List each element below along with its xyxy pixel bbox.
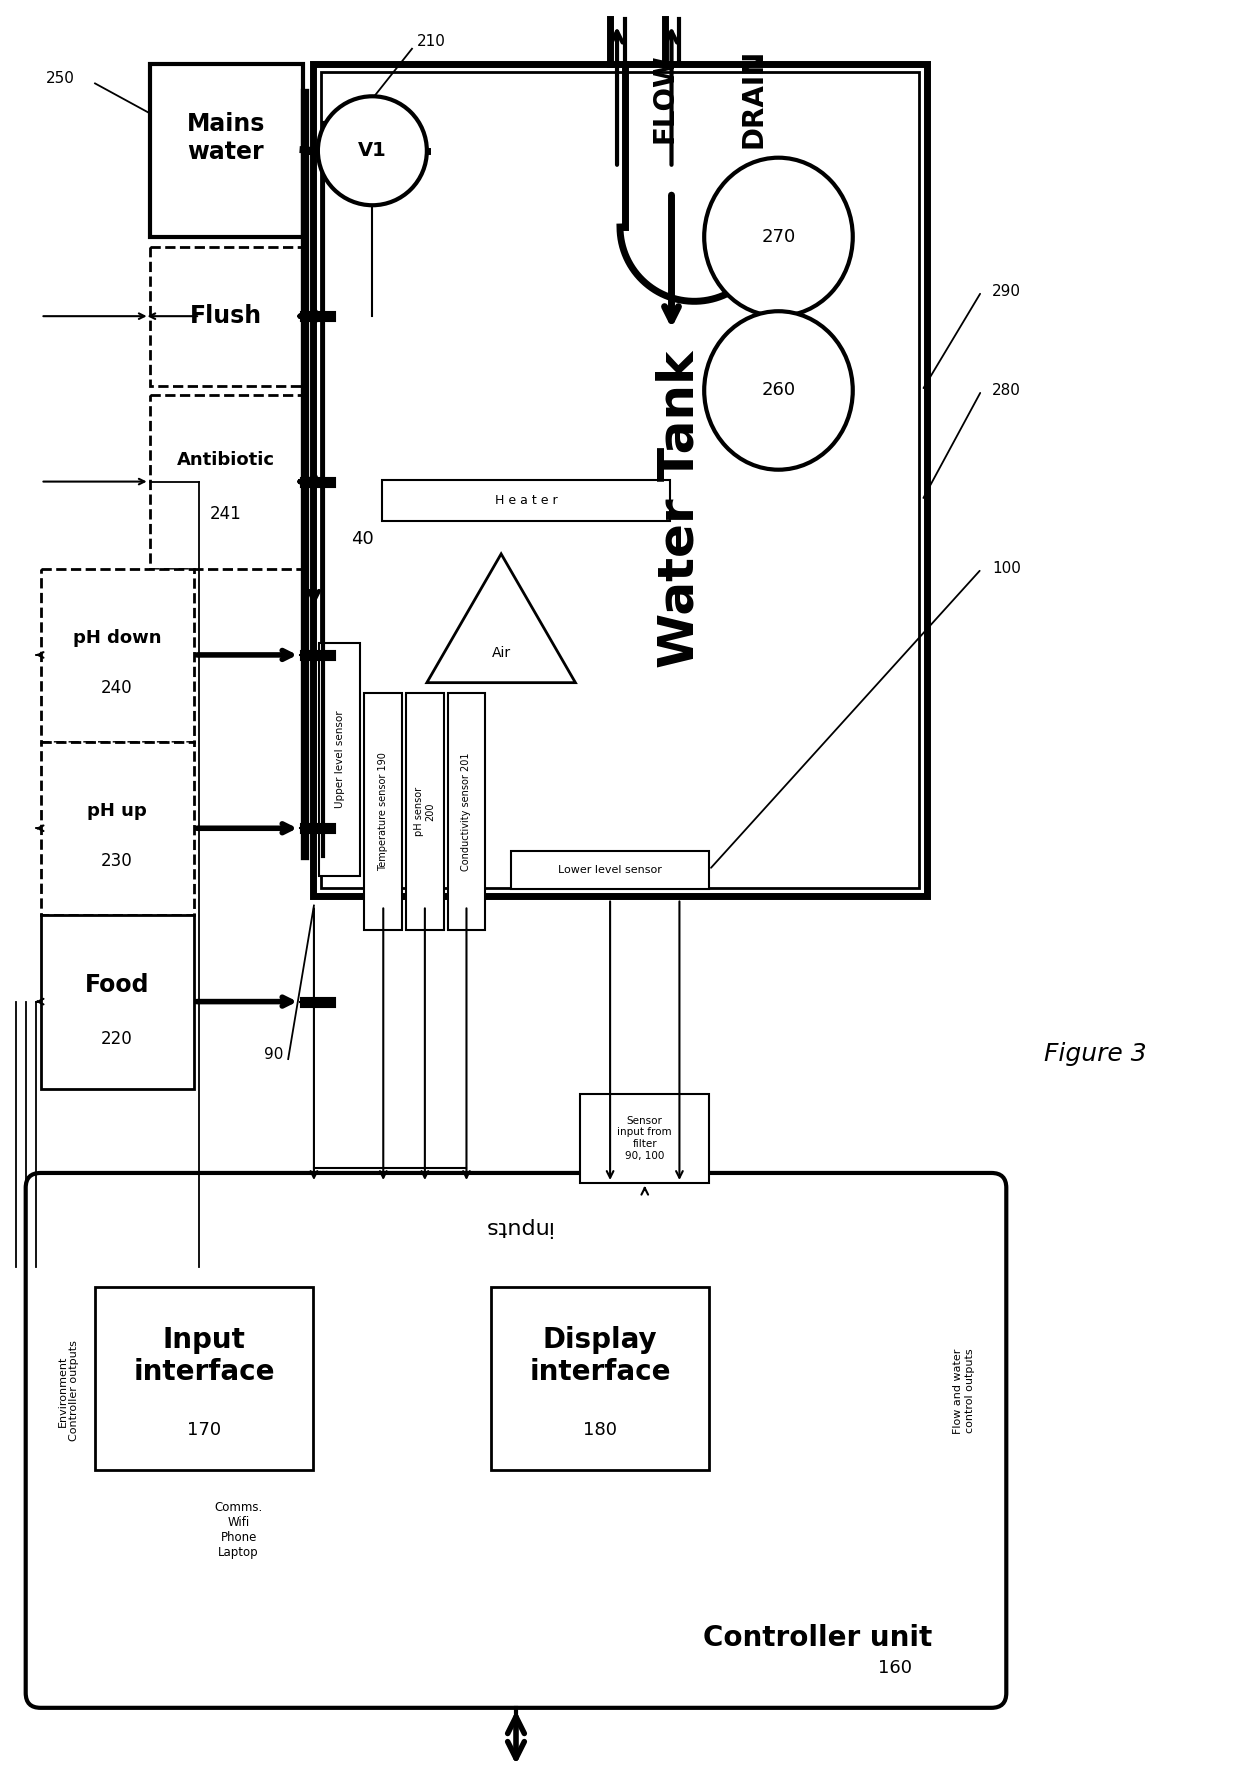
Bar [41, 570, 195, 741]
Bar [150, 64, 303, 237]
Text: 280: 280 [992, 382, 1021, 398]
Text: FLOW: FLOW [651, 53, 678, 143]
Text: 100: 100 [992, 561, 1021, 577]
Text: Lower level sensor: Lower level sensor [558, 865, 662, 876]
FancyBboxPatch shape [26, 1173, 1007, 1707]
Bar [321, 71, 919, 888]
Text: Upper level sensor: Upper level sensor [335, 709, 345, 808]
Text: Antibiotic: Antibiotic [177, 451, 275, 469]
Text: 241: 241 [210, 506, 242, 524]
Bar [312, 64, 928, 895]
Text: DRAIN: DRAIN [740, 48, 768, 149]
Text: pH up: pH up [87, 803, 146, 821]
Text: 260: 260 [761, 382, 796, 400]
Text: inputs: inputs [481, 1217, 551, 1238]
Ellipse shape [704, 157, 853, 317]
Text: 40: 40 [351, 531, 373, 548]
Text: Air: Air [491, 646, 511, 660]
Text: Figure 3: Figure 3 [1044, 1042, 1147, 1067]
Text: Input
interface: Input interface [133, 1327, 275, 1387]
Text: 240: 240 [100, 679, 133, 697]
Bar [150, 396, 303, 570]
Text: Display
interface: Display interface [529, 1327, 671, 1387]
Text: Mains
water: Mains water [186, 111, 265, 165]
Text: 230: 230 [100, 853, 133, 870]
Text: 220: 220 [100, 1030, 133, 1049]
Polygon shape [427, 554, 575, 683]
Text: Flow and water
control outputs: Flow and water control outputs [952, 1348, 975, 1433]
Bar [511, 851, 709, 888]
Text: pH down: pH down [73, 630, 161, 647]
Text: 160: 160 [878, 1659, 913, 1677]
Text: Comms.
Wifi
Phone
Laptop: Comms. Wifi Phone Laptop [215, 1500, 263, 1558]
Text: Temperature sensor 190: Temperature sensor 190 [378, 752, 388, 870]
Text: Sensor
input from
filter
90, 100: Sensor input from filter 90, 100 [618, 1116, 672, 1160]
Bar [41, 915, 195, 1088]
Text: 290: 290 [992, 283, 1021, 299]
Text: Food: Food [84, 973, 149, 996]
Bar [405, 693, 444, 930]
Text: 210: 210 [418, 34, 446, 50]
Text: 90: 90 [264, 1047, 283, 1061]
Bar [41, 741, 195, 915]
Bar [319, 644, 361, 876]
Text: 270: 270 [761, 228, 796, 246]
Text: pH sensor
200: pH sensor 200 [414, 787, 435, 837]
Bar [365, 693, 402, 930]
Bar [150, 248, 303, 386]
Ellipse shape [317, 96, 427, 205]
Bar [448, 693, 485, 930]
Text: Environment
Controller outputs: Environment Controller outputs [57, 1341, 79, 1442]
Text: 250: 250 [46, 71, 74, 87]
Bar [491, 1286, 709, 1470]
Text: Conductivity sensor 201: Conductivity sensor 201 [461, 752, 471, 870]
Text: 180: 180 [583, 1422, 618, 1440]
Bar [382, 479, 670, 522]
Bar [95, 1286, 312, 1470]
Text: Water Tank: Water Tank [656, 350, 703, 669]
Text: Flush: Flush [190, 304, 262, 329]
Text: 170: 170 [187, 1422, 221, 1440]
Text: H e a t e r: H e a t e r [495, 494, 557, 508]
Bar [580, 1093, 709, 1183]
Ellipse shape [704, 311, 853, 471]
Text: Controller unit: Controller unit [703, 1624, 932, 1652]
Text: V1: V1 [358, 142, 387, 161]
